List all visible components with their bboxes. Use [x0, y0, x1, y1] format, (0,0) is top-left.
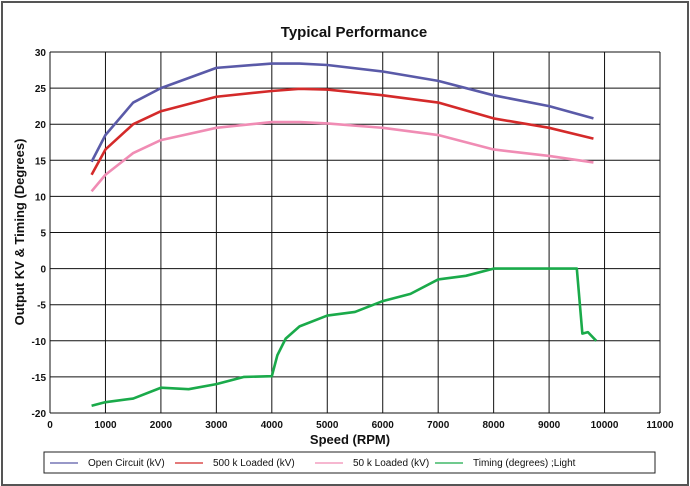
- series-line-0: [90, 62, 594, 163]
- x-tick-label: 10000: [591, 420, 619, 431]
- legend: Open Circuit (kV) 500 k Loaded (kV) 50 k L…: [50, 458, 576, 469]
- x-tick-label: 2000: [150, 420, 173, 431]
- legend-label: Open Circuit (kV): [88, 458, 165, 469]
- legend-box: [43, 451, 656, 474]
- x-axis-label: Speed (RPM): [310, 432, 390, 447]
- y-tick-label: -10: [32, 337, 47, 348]
- x-tick-label: 3000: [205, 420, 228, 431]
- legend-label: 50 k Loaded (kV): [353, 458, 429, 469]
- y-tick-label: 10: [35, 192, 47, 203]
- x-tick-label: 6000: [372, 420, 395, 431]
- chart-title: Typical Performance: [281, 24, 427, 41]
- y-tick-label: 0: [40, 265, 46, 276]
- x-tick-label: 1000: [94, 420, 117, 431]
- y-tick-label: -5: [37, 301, 46, 312]
- x-tick-label: 5000: [316, 420, 339, 431]
- y-tick-label: 30: [35, 48, 47, 59]
- series-line-2: [90, 120, 594, 193]
- x-tick-label: 7000: [427, 420, 450, 431]
- x-tick-label: 9000: [538, 420, 561, 431]
- x-tick-label: 11000: [646, 420, 674, 431]
- y-tick-label: -15: [32, 373, 47, 384]
- grid: [49, 51, 661, 414]
- series-line-3: [91, 267, 598, 408]
- series-lines: [90, 62, 598, 408]
- tick-labels: 0 1000 2000 3000 4000 5000 6000 7000 8000 9000 100…: [32, 48, 675, 431]
- y-tick-label: 20: [35, 120, 47, 131]
- series-line-1: [90, 87, 594, 176]
- y-axis-label: Output KV & Timing (Degrees): [12, 139, 27, 326]
- y-tick-label: 15: [35, 156, 47, 167]
- x-tick-label: 0: [47, 420, 53, 431]
- y-tick-label: 25: [35, 84, 47, 95]
- x-tick-label: 8000: [483, 420, 506, 431]
- x-tick-label: 4000: [261, 420, 284, 431]
- y-tick-label: 5: [40, 229, 46, 240]
- legend-label: 500 k Loaded (kV): [213, 458, 295, 469]
- y-tick-label: -20: [32, 409, 47, 420]
- legend-label: Timing (degrees) ;Light: [473, 458, 576, 469]
